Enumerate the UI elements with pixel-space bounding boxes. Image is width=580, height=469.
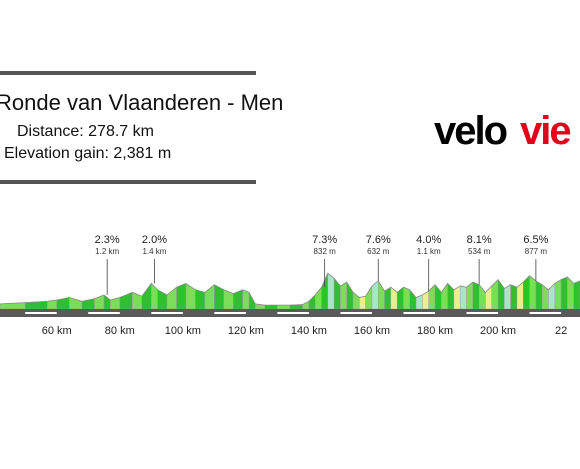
profile-segment [460, 285, 467, 310]
profile-segment [333, 277, 341, 310]
climb-gradient-label: 2.3% [95, 234, 120, 246]
profile-segment [242, 289, 250, 310]
climb-length-label: 877 m [525, 247, 548, 256]
profile-segment [264, 304, 278, 310]
road-dash [88, 312, 120, 314]
climb-length-label: 832 m [314, 247, 337, 256]
profile-segment [176, 283, 187, 310]
profile-segment [541, 284, 549, 310]
logo-suffix: vie [520, 109, 570, 153]
climb-length-label: 1.4 km [142, 247, 166, 256]
velo-logo-mark: velo vie [434, 109, 572, 153]
profile-segment [346, 281, 354, 310]
logo-prefix: velo [434, 109, 507, 153]
profile-segment [166, 286, 177, 310]
profile-segment [327, 272, 335, 310]
profile-segment [110, 297, 120, 310]
profile-segment [560, 276, 568, 310]
profile-segment [56, 297, 70, 310]
profile-segment [214, 284, 225, 310]
x-tick-label: 80 km [105, 325, 135, 337]
climb-gradient-label: 7.6% [366, 234, 391, 246]
profile-segment [403, 286, 410, 310]
elevation-stat: Elevation gain: 2,381 m [4, 145, 172, 162]
x-tick-label: 120 km [228, 325, 264, 337]
x-tick-label: 200 km [480, 325, 516, 337]
profile-segment [308, 294, 316, 310]
profile-segment [195, 289, 206, 310]
climb-gradient-label: 8.1% [467, 234, 492, 246]
profile-segment [141, 282, 152, 310]
climb-gradient-label: 2.0% [142, 234, 167, 246]
profile-segment [396, 286, 404, 310]
profile-segment [277, 304, 291, 310]
distance-stat: Distance: 278.7 km [17, 123, 154, 140]
road-dash [214, 312, 246, 314]
road-dash [466, 312, 499, 314]
profile-segment [132, 292, 143, 310]
profile-segment [554, 279, 562, 310]
road-dash [403, 312, 435, 314]
climb-gradient-label: 4.0% [416, 234, 441, 246]
profile-segment [151, 282, 158, 310]
profile-segment [573, 280, 580, 310]
road-dash [277, 312, 309, 314]
profile-outline [0, 272, 580, 306]
profile-segment [548, 282, 555, 310]
x-tick-label: 160 km [354, 325, 390, 337]
profile-segment [409, 289, 417, 310]
profile-segment [359, 295, 366, 310]
climb-length-label: 1.1 km [417, 247, 441, 256]
x-tick-label: 60 km [42, 325, 72, 337]
title-bottom-rule [0, 180, 256, 184]
profile-segment [365, 285, 373, 310]
race-title: Ronde van Vlaanderen - Men [0, 90, 284, 115]
profile-segment [378, 280, 385, 310]
profile-segment [422, 290, 429, 310]
elevation-profile-chart: 60 km 80 km 100 km 120 km 140 km 160 km 180 km… [0, 234, 580, 337]
climb-length-label: 632 m [367, 247, 390, 256]
profile-segment [491, 279, 499, 310]
climb-length-label: 1.2 km [95, 247, 119, 256]
velo-logo: velo vie [432, 106, 580, 154]
profile-segment [390, 286, 398, 310]
climb-gradient-label: 6.5% [523, 234, 548, 246]
title-top-rule [0, 71, 256, 75]
profile-segment [340, 281, 347, 310]
road-dash [529, 312, 562, 314]
x-tick-label: 140 km [291, 325, 327, 337]
road-dash [340, 312, 372, 314]
x-tick-label: 22 [555, 325, 567, 337]
profile-segment [529, 275, 537, 310]
profile-segment [535, 280, 543, 310]
profile-segment [510, 284, 518, 310]
profile-segment [472, 281, 480, 310]
x-tick-label: 100 km [165, 325, 201, 337]
profile-segment [567, 276, 574, 310]
road-dash [151, 312, 183, 314]
profile-segment [447, 282, 455, 310]
profile-segment [185, 283, 196, 310]
climb-gradient-label: 7.3% [312, 234, 337, 246]
title-block: Ronde van Vlaanderen - Men Distance: 278… [0, 76, 283, 182]
x-tick-label: 180 km [417, 325, 453, 337]
climb-length-label: 534 m [468, 247, 491, 256]
road-dash [25, 312, 57, 314]
